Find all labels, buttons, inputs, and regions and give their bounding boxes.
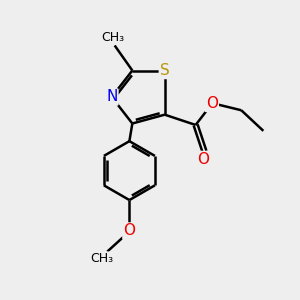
Text: CH₃: CH₃ — [102, 31, 125, 44]
Text: O: O — [123, 224, 135, 238]
Text: O: O — [197, 152, 209, 167]
Text: N: N — [106, 89, 117, 104]
Text: O: O — [206, 96, 218, 111]
Text: S: S — [160, 63, 169, 78]
Text: CH₃: CH₃ — [90, 252, 114, 266]
